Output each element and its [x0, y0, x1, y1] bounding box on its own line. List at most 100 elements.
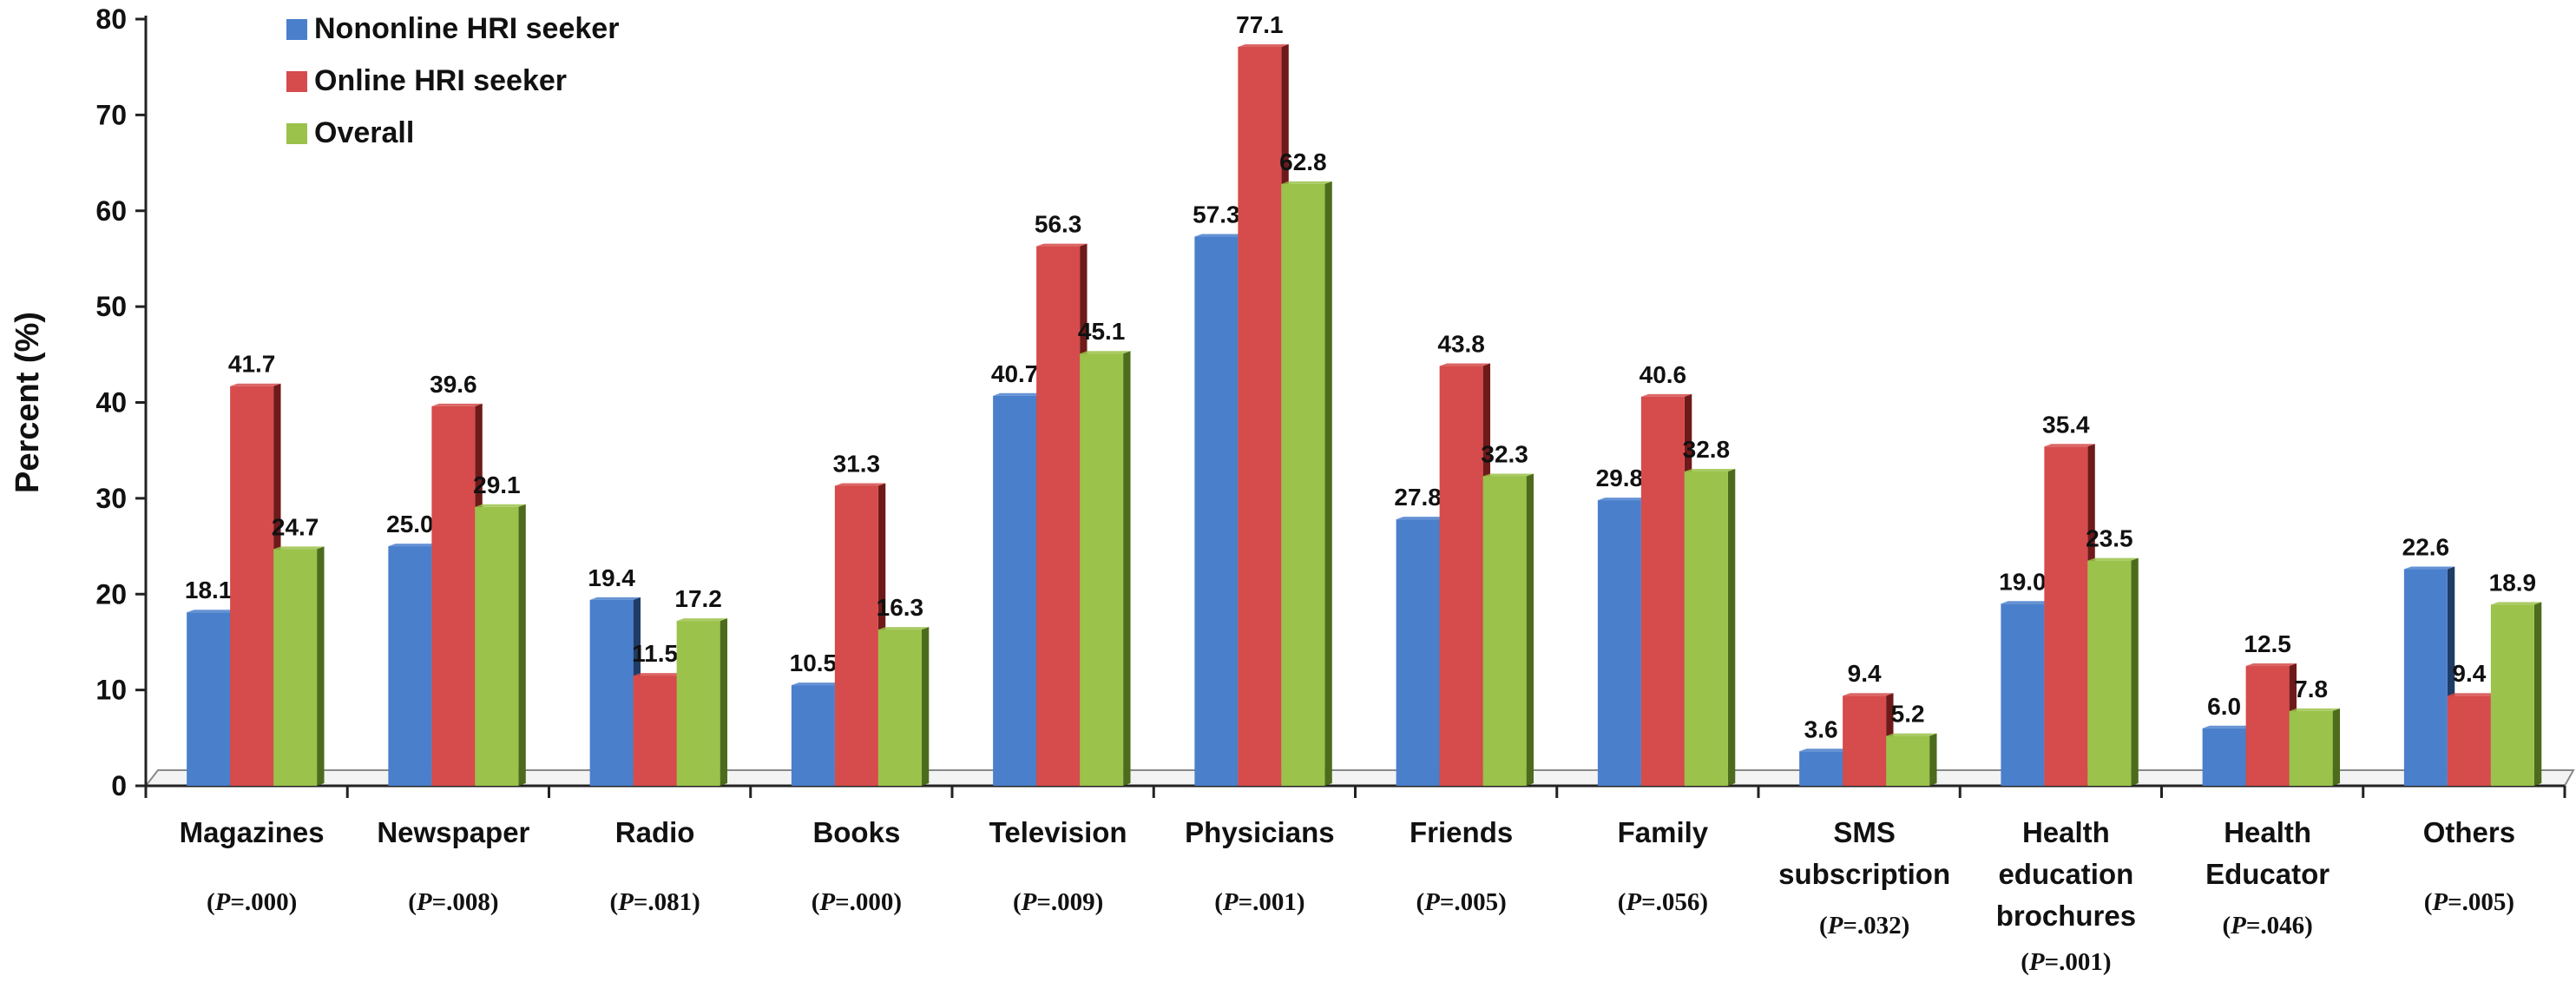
data-label: 40.7: [991, 360, 1039, 387]
x-tick-label: Friends: [1410, 816, 1513, 848]
x-tick-label: Health: [2224, 816, 2311, 848]
bar-top: [877, 627, 930, 630]
p-value-label: (P=.000): [207, 888, 297, 916]
data-label: 10.5: [790, 649, 838, 676]
data-label: 24.7: [272, 513, 319, 540]
legend-swatch: [286, 19, 307, 40]
data-label: 19.4: [588, 564, 635, 591]
bar-top: [475, 504, 526, 507]
bar-0: [1597, 500, 1641, 786]
bar-top: [1482, 473, 1534, 477]
data-label: 41.7: [228, 351, 276, 378]
bar-0: [791, 685, 835, 786]
y-tick-label: 40: [95, 387, 127, 419]
bar-0: [589, 599, 634, 786]
x-tick-label: SMS: [1833, 816, 1896, 848]
data-label: 45.1: [1078, 318, 1126, 345]
bar-top: [1439, 363, 1491, 366]
data-label: 25.0: [386, 511, 434, 537]
data-label: 9.4: [1848, 660, 1882, 687]
data-label: 11.5: [632, 640, 678, 667]
p-value-label: (P=.032): [1819, 912, 1909, 940]
bar-0: [2001, 603, 2045, 786]
bar-top: [1396, 517, 1448, 520]
bar-side: [921, 627, 930, 786]
bar-2: [1080, 353, 1124, 786]
data-label: 29.1: [473, 471, 521, 498]
bar-1: [633, 676, 677, 786]
bar-side: [1929, 733, 1937, 786]
bar-0: [1194, 236, 1239, 786]
y-tick-label: 50: [95, 291, 127, 322]
bar-2: [475, 506, 519, 786]
y-tick-label: 30: [95, 483, 127, 514]
y-tick-label: 0: [111, 770, 127, 801]
data-label: 62.8: [1279, 148, 1327, 175]
p-value-label: (P=.008): [408, 888, 498, 916]
bar-side: [2332, 708, 2341, 786]
bar-top: [1281, 181, 1332, 184]
data-label: 57.3: [1193, 201, 1240, 228]
bar-top: [273, 546, 325, 550]
data-label: 12.5: [2244, 630, 2291, 657]
bar-top: [1843, 693, 1894, 696]
bar-1: [1238, 47, 1282, 787]
x-tick-label: brochures: [1996, 900, 2136, 932]
data-label: 43.8: [1437, 331, 1485, 358]
x-tick-label: Physicians: [1185, 816, 1334, 848]
bar-2: [1482, 476, 1527, 786]
legend-swatch: [286, 71, 307, 92]
data-label: 56.3: [1035, 211, 1082, 238]
bar-0: [187, 612, 231, 786]
data-label: 31.3: [833, 451, 881, 478]
bar-side: [1123, 351, 1131, 786]
bar-0: [2202, 728, 2246, 786]
bar-top: [1640, 393, 1692, 397]
bar-top: [187, 610, 238, 613]
bar-top: [2087, 557, 2139, 561]
p-value-label: (P=.001): [1214, 888, 1304, 916]
bar-top: [1194, 234, 1245, 237]
bar-top: [2245, 663, 2297, 667]
bar-2: [2289, 710, 2333, 786]
data-label: 18.1: [185, 577, 233, 603]
bar-2: [2087, 560, 2132, 786]
x-tick-label: subscription: [1778, 858, 1950, 890]
p-value-label: (P=.005): [1416, 888, 1506, 916]
p-value-label: (P=.009): [1013, 888, 1103, 916]
bar-top: [791, 682, 843, 686]
bar-top: [2289, 708, 2341, 711]
bar-0: [1396, 519, 1440, 786]
data-label: 39.6: [430, 371, 477, 398]
p-value-label: (P=.000): [812, 888, 902, 916]
bar-side: [2131, 557, 2139, 786]
bar-0: [388, 546, 432, 786]
legend-swatch: [286, 123, 307, 144]
bar-1: [834, 485, 878, 786]
bar-2: [1684, 471, 1728, 786]
x-tick-label: Radio: [615, 816, 695, 848]
p-value-label: (P=.005): [2424, 888, 2514, 916]
bar-1: [230, 386, 274, 786]
bar-1: [2447, 696, 2491, 786]
data-label: 18.9: [2489, 569, 2537, 596]
p-value-label: (P=.081): [609, 888, 700, 916]
y-tick-label: 10: [95, 675, 127, 706]
x-tick-label: Educator: [2205, 858, 2330, 890]
bar-0: [1799, 751, 1843, 786]
data-label: 17.2: [674, 585, 722, 612]
data-label: 29.8: [1596, 465, 1644, 491]
x-tick-label: Books: [812, 816, 900, 848]
bar-side: [518, 504, 526, 786]
bar-2: [877, 630, 922, 786]
bar-0: [993, 395, 1037, 786]
bar-top: [2490, 602, 2542, 605]
data-label: 9.4: [2452, 660, 2486, 687]
data-label: 35.4: [2042, 411, 2090, 438]
x-tick-label: education: [1998, 858, 2133, 890]
bar-top: [834, 483, 886, 486]
bar-top: [1238, 44, 1289, 48]
x-tick-label: Health: [2022, 816, 2110, 848]
